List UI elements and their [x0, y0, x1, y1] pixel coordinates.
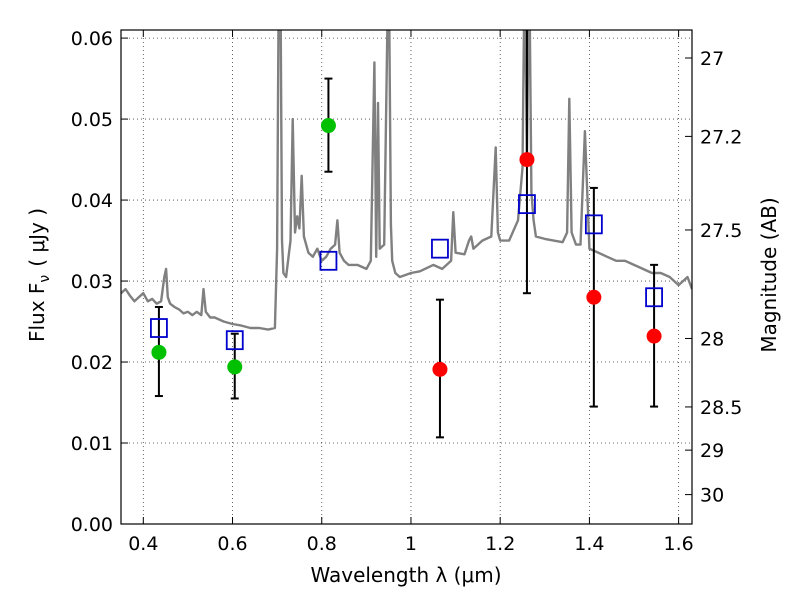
grid-layer: [121, 30, 692, 525]
y-right-tick-label: 27.2: [700, 126, 742, 148]
x-tick-label: 0.6: [217, 533, 247, 555]
y-right-tick-label: 29: [700, 440, 724, 462]
y-tick-label: 0.04: [71, 190, 113, 212]
y-tick-label: 0.01: [71, 433, 113, 455]
y-right-tick-label: 27.5: [700, 220, 742, 242]
model-point-square: [518, 194, 536, 215]
x-axis-label: Wavelength λ (μm): [310, 563, 501, 587]
y-tick-label: 0.05: [71, 109, 113, 131]
y-right-tick-label: 28: [700, 328, 724, 350]
model-point-square: [225, 330, 244, 351]
y-right-tick-label: 28.5: [700, 397, 742, 419]
y-tick-label: 0.06: [71, 28, 113, 50]
x-tick-label: 1.6: [664, 533, 694, 555]
model-point-square: [431, 238, 449, 259]
data-point-red: [586, 289, 602, 305]
x-tick-label: 0.8: [307, 533, 337, 555]
y-tick-label: 0.02: [71, 352, 113, 374]
data-point-green: [227, 359, 243, 375]
y-right-tick-label: 27: [700, 48, 724, 70]
y-axis-label-flux: Flux F: [25, 283, 49, 342]
y-right-tick-label: 30: [700, 485, 724, 507]
data-point-red: [646, 328, 662, 344]
data-point-red: [432, 361, 448, 377]
model-point-square: [584, 214, 603, 235]
y-tick-label: 0.03: [71, 271, 113, 293]
marker-layer: [150, 118, 663, 377]
y-right-axis-label: Magnitude (AB): [757, 197, 781, 352]
data-point-green: [320, 118, 336, 134]
y-tick-label: 0.00: [71, 514, 113, 536]
plot-frame: [120, 29, 693, 525]
x-tick-label: 0.4: [128, 533, 158, 555]
data-point-green: [151, 344, 167, 360]
spectrum-layer: [121, 30, 692, 331]
model-point-square: [645, 287, 663, 308]
x-tick-label: 1.4: [574, 533, 604, 555]
tick-layer: 0.4 0.6 0.8 1 1.2 1.4 1.6 0.00 0.01 0.02 0.03 0.04 0…: [71, 28, 743, 555]
model-point-square: [319, 250, 338, 271]
y-axis-label-unit: ( μJy ): [25, 208, 49, 267]
y-axis-label-subscript: ν: [37, 275, 53, 283]
data-point-red: [519, 152, 535, 168]
model-point-square: [150, 318, 168, 338]
x-tick-label: 1: [405, 533, 417, 555]
y-axis-label: Flux Fν ( μJy ): [25, 208, 53, 342]
spectrum-line: [121, 30, 692, 331]
x-tick-label: 1.2: [485, 533, 515, 555]
